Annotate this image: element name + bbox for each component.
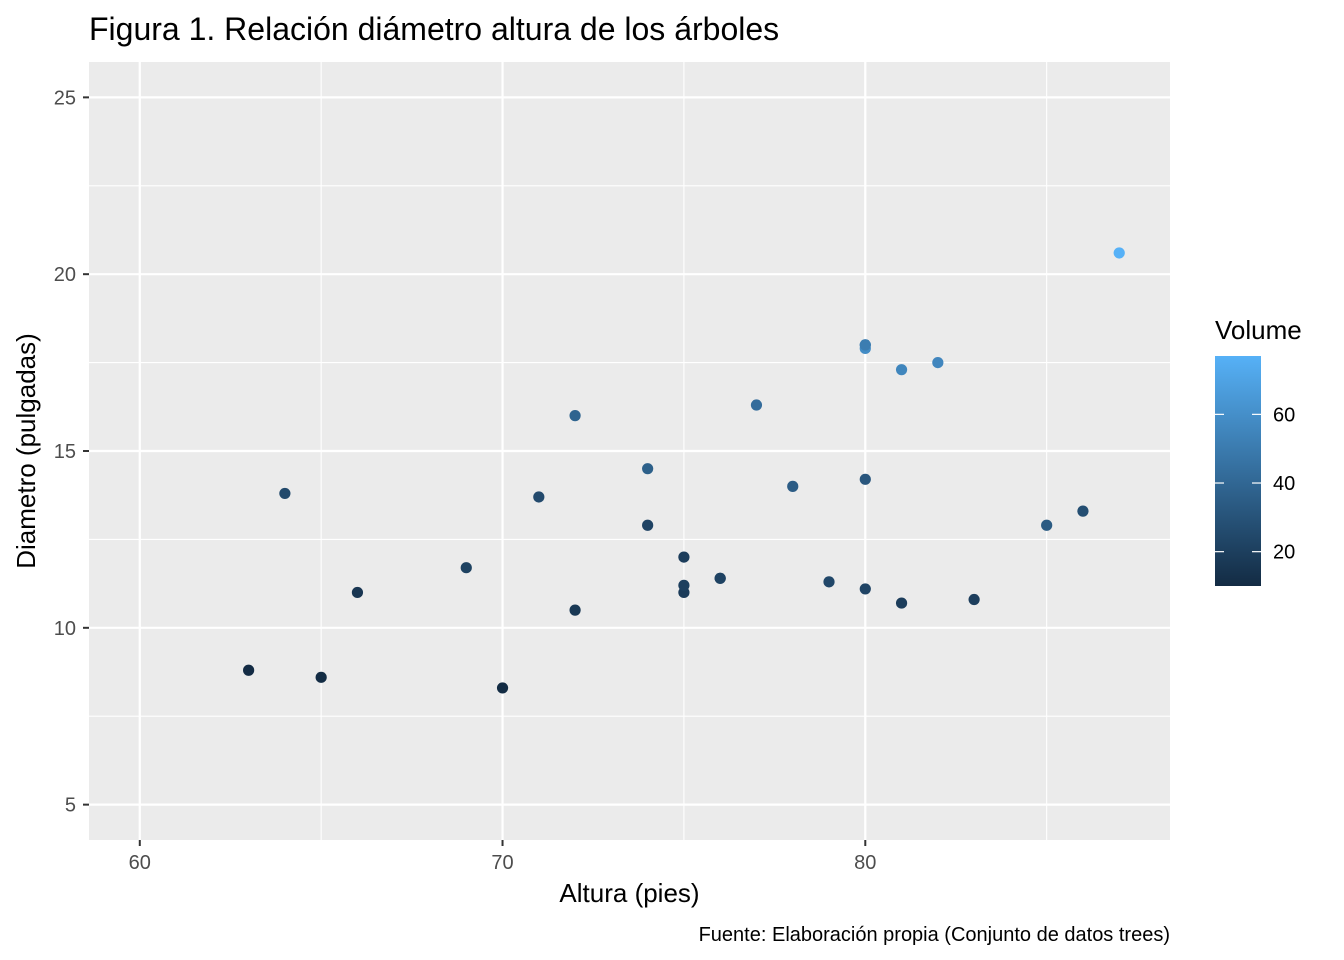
data-point <box>243 664 255 676</box>
x-tick-labels: 60 70 80 <box>129 852 877 874</box>
y-tick-label: 20 <box>54 264 76 286</box>
data-point <box>460 562 472 574</box>
data-point <box>279 487 291 500</box>
legend-colorbar <box>1215 356 1261 586</box>
data-point <box>895 597 908 609</box>
data-point <box>823 576 835 588</box>
data-point <box>787 480 799 492</box>
data-point <box>642 463 654 475</box>
data-point <box>642 519 654 531</box>
x-tick-label: 70 <box>491 852 513 874</box>
axis-ticks <box>83 96 867 846</box>
data-point <box>351 586 364 599</box>
data-points <box>243 247 1125 694</box>
chart-caption: Fuente: Elaboración propia (Conjunto de … <box>699 924 1170 946</box>
data-point <box>714 572 726 584</box>
data-point <box>859 473 871 485</box>
data-point <box>1077 505 1089 517</box>
data-point <box>895 364 908 376</box>
data-point <box>1113 247 1125 259</box>
data-point <box>968 593 980 606</box>
legend-ticks: 20 40 60 <box>1215 404 1295 564</box>
data-point <box>859 339 871 351</box>
data-point <box>750 399 763 411</box>
y-axis-title: Diametro (pulgadas) <box>11 333 41 569</box>
y-tick-label: 10 <box>54 618 76 640</box>
y-tick-label: 25 <box>54 87 76 109</box>
data-point <box>569 410 581 422</box>
y-tick-labels: 5 10 15 20 25 <box>54 87 76 816</box>
data-point <box>496 682 509 694</box>
data-point <box>678 551 690 563</box>
data-point <box>315 671 327 683</box>
legend-title: Volume <box>1215 315 1302 345</box>
legend-tick-label: 60 <box>1273 404 1295 426</box>
grid-major <box>89 62 1170 840</box>
data-point <box>678 579 690 591</box>
y-tick-label: 15 <box>54 441 76 463</box>
color-legend: Volume 20 40 60 <box>1215 315 1302 586</box>
legend-tick-label: 40 <box>1273 473 1295 495</box>
x-tick-label: 60 <box>129 852 151 874</box>
data-point <box>932 356 944 369</box>
legend-tick-label: 20 <box>1273 542 1295 564</box>
data-point <box>533 491 545 503</box>
x-axis-title: Altura (pies) <box>559 878 699 908</box>
data-point <box>859 583 871 595</box>
data-point <box>569 604 581 616</box>
data-point <box>1041 519 1053 531</box>
chart-title: Figura 1. Relación diámetro altura de lo… <box>89 11 779 47</box>
y-tick-label: 5 <box>65 795 76 817</box>
x-tick-label: 80 <box>854 852 876 874</box>
